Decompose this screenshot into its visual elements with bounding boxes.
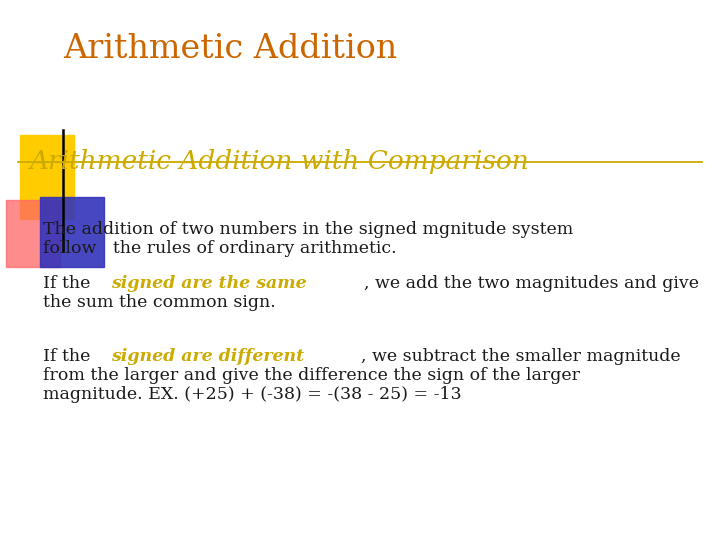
Bar [20,135,74,219]
Text: If the: If the [43,275,96,292]
Text: Arithmetic Addition with Comparison: Arithmetic Addition with Comparison [29,150,528,174]
Bar [6,200,60,267]
Text: , we add the two magnitudes and give: , we add the two magnitudes and give [364,275,699,292]
Bar [40,197,104,267]
Text: If the: If the [43,348,96,365]
Text: from the larger and give the difference the sign of the larger: from the larger and give the difference … [43,367,580,384]
Text: the sum the common sign.: the sum the common sign. [43,294,276,311]
Text: follow   the rules of ordinary arithmetic.: follow the rules of ordinary arithmetic. [43,240,397,257]
Text: The addition of two numbers in the signed mgnitude system: The addition of two numbers in the signe… [43,221,573,238]
Text: , we subtract the smaller magnitude: , we subtract the smaller magnitude [361,348,680,365]
Text: magnitude. EX. (+25) + (-38) = -(38 - 25) = -13: magnitude. EX. (+25) + (-38) = -(38 - 25… [43,386,462,403]
Text: Arithmetic Addition: Arithmetic Addition [63,33,397,65]
Text: signed are the same: signed are the same [112,275,307,292]
Text: signed are different: signed are different [112,348,305,365]
